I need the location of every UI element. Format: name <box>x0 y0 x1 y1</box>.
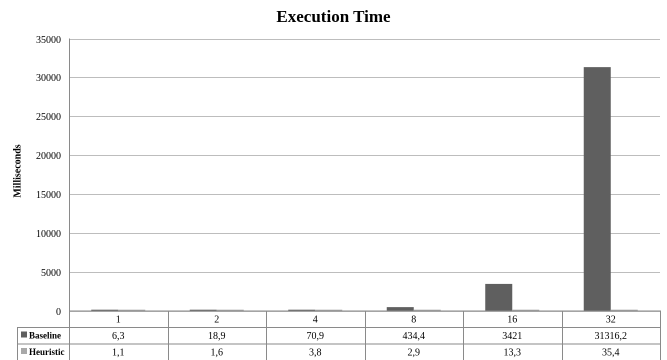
data-label: 3421 <box>502 331 522 342</box>
gridlines <box>69 38 660 360</box>
bar-heuristic-16 <box>512 309 540 311</box>
data-label: 1,6 <box>211 348 224 359</box>
data-label: 3,8 <box>309 348 322 359</box>
y-tick-label: 30000 <box>36 73 61 84</box>
data-label: 35,4 <box>602 348 620 359</box>
x-category-label: 4 <box>313 315 318 326</box>
data-label: 31316,2 <box>595 331 628 342</box>
legend-label-heuristic: Heuristic <box>29 347 65 357</box>
data-label: 2,9 <box>408 348 421 359</box>
bar-heuristic-2 <box>216 309 244 311</box>
bar-baseline-8 <box>386 307 414 311</box>
x-category-label: 16 <box>507 315 517 326</box>
legend-swatch-baseline <box>21 331 27 338</box>
y-tick-label: 20000 <box>36 151 61 162</box>
x-category-label: 1 <box>116 315 121 326</box>
bar-baseline-32 <box>583 67 611 311</box>
data-label: 18,9 <box>208 331 226 342</box>
legend-swatch-heuristic <box>21 348 27 354</box>
bar-baseline-16 <box>485 283 513 311</box>
bar-heuristic-32 <box>610 309 638 311</box>
bars <box>91 67 638 311</box>
y-tick-label: 5000 <box>41 268 61 279</box>
y-axis-ticks: 0 5000 10000 15000 20000 25000 30000 35000 <box>36 35 61 318</box>
bar-heuristic-1 <box>118 309 146 311</box>
y-tick-label: 0 <box>56 307 61 318</box>
bar-baseline-2 <box>189 309 217 311</box>
chart-title: Execution Time <box>276 7 391 26</box>
y-tick-label: 35000 <box>36 35 61 46</box>
x-category-label: 8 <box>411 315 416 326</box>
data-table: 1 2 4 8 16 32 Baseline 6,3 18,9 70,9 434,4 3421 3131… <box>17 310 661 360</box>
data-label: 1,1 <box>112 348 125 359</box>
y-tick-label: 10000 <box>36 229 61 240</box>
x-category-label: 2 <box>214 315 219 326</box>
bar-heuristic-4 <box>315 309 343 311</box>
x-category-label: 32 <box>606 315 616 326</box>
data-label: 13,3 <box>504 348 522 359</box>
y-tick-label: 15000 <box>36 190 61 201</box>
data-label: 434,4 <box>403 331 426 342</box>
bar-baseline-4 <box>288 309 316 311</box>
data-label: 6,3 <box>112 331 125 342</box>
bar-heuristic-8 <box>413 309 441 311</box>
legend-label-baseline: Baseline <box>29 331 61 341</box>
data-label: 70,9 <box>307 331 325 342</box>
y-tick-label: 25000 <box>36 112 61 123</box>
bar-baseline-1 <box>91 309 119 311</box>
